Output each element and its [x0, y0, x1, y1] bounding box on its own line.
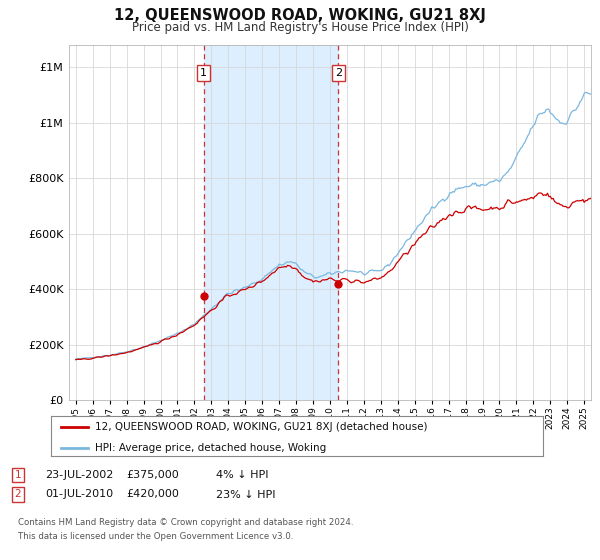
Text: 01-JUL-2010: 01-JUL-2010 [45, 489, 113, 500]
Text: £420,000: £420,000 [126, 489, 179, 500]
Text: 23% ↓ HPI: 23% ↓ HPI [216, 489, 275, 500]
Text: 1: 1 [14, 470, 22, 480]
Text: Contains HM Land Registry data © Crown copyright and database right 2024.: Contains HM Land Registry data © Crown c… [18, 519, 353, 528]
Text: 12, QUEENSWOOD ROAD, WOKING, GU21 8XJ (detached house): 12, QUEENSWOOD ROAD, WOKING, GU21 8XJ (d… [95, 422, 428, 432]
Text: This data is licensed under the Open Government Licence v3.0.: This data is licensed under the Open Gov… [18, 532, 293, 541]
Text: 1: 1 [200, 68, 207, 78]
Bar [204, 45, 338, 400]
Text: HPI: Average price, detached house, Woking: HPI: Average price, detached house, Woki… [95, 442, 326, 452]
Text: 23-JUL-2002: 23-JUL-2002 [45, 470, 113, 480]
Text: 12, QUEENSWOOD ROAD, WOKING, GU21 8XJ: 12, QUEENSWOOD ROAD, WOKING, GU21 8XJ [114, 8, 486, 24]
Text: 2: 2 [14, 489, 22, 500]
Text: 4% ↓ HPI: 4% ↓ HPI [216, 470, 269, 480]
Text: 2: 2 [335, 68, 342, 78]
Text: £375,000: £375,000 [126, 470, 179, 480]
Text: Price paid vs. HM Land Registry's House Price Index (HPI): Price paid vs. HM Land Registry's House … [131, 21, 469, 34]
